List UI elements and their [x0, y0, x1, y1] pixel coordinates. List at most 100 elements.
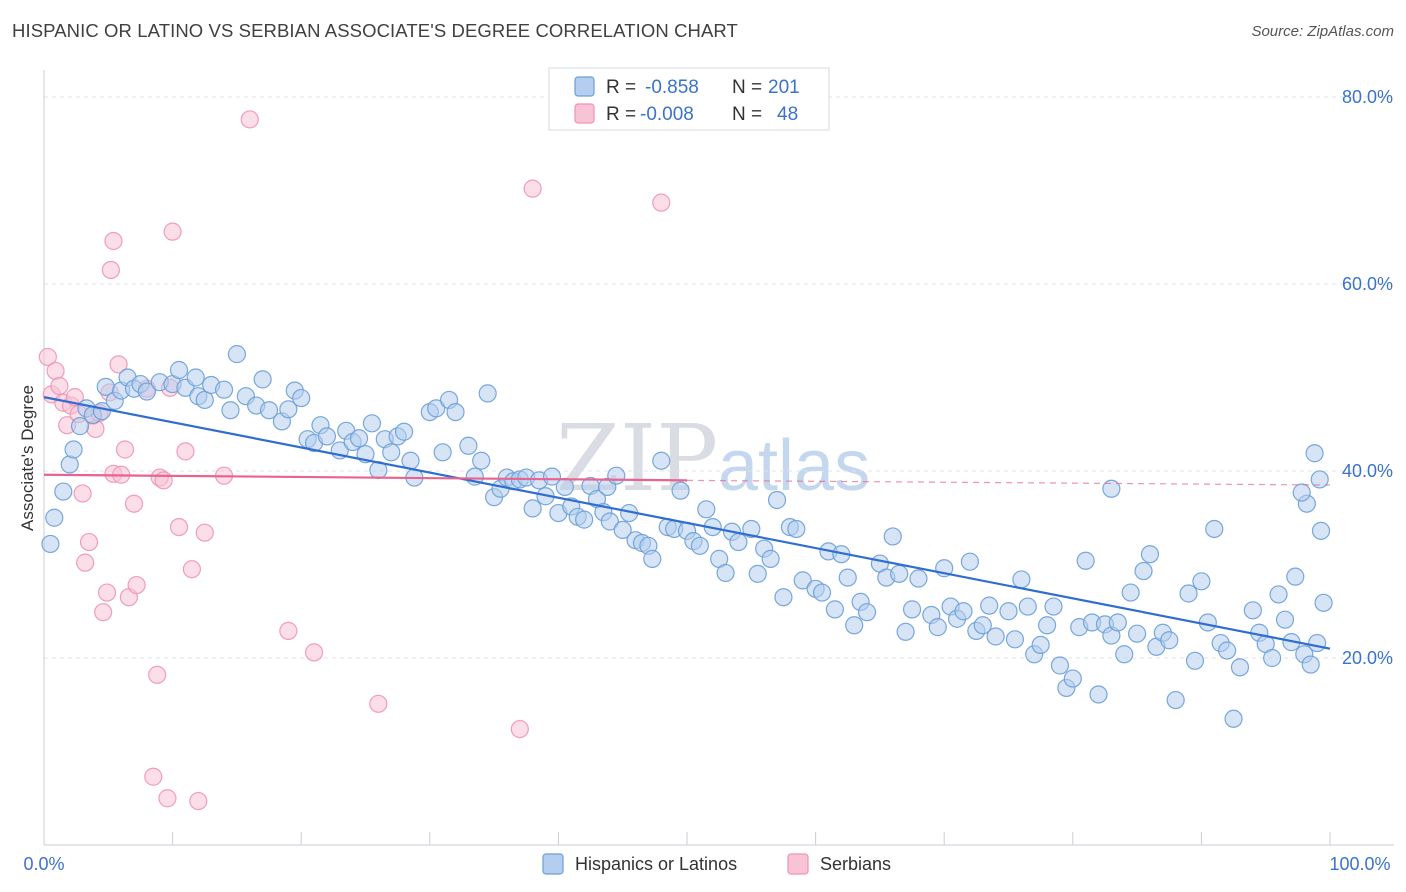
serbian-point [148, 665, 167, 684]
x-tick-label-min: 0.0% [23, 854, 64, 874]
hispanic-point [169, 360, 189, 380]
legend-top: R = -0.858 N = 201 R = -0.008 N = 48 [548, 67, 830, 131]
hispanic-point [793, 571, 812, 590]
serbian-point [240, 110, 259, 129]
hispanic-point [1108, 613, 1127, 632]
hispanic-point [960, 552, 980, 571]
hispanic-point [54, 482, 73, 501]
hispanic-point [1115, 645, 1134, 664]
y-tick-label: 80.0% [1342, 87, 1393, 107]
watermark: ZIP atlas [556, 405, 870, 512]
hispanic-point [1005, 630, 1025, 649]
hispanic-point [1031, 635, 1050, 655]
hispanic-point [478, 384, 497, 403]
serbian-point [182, 560, 201, 579]
serbian-point [94, 603, 113, 622]
hispanic-point [909, 569, 928, 588]
serbian-point [79, 532, 99, 552]
serbian-point [50, 376, 69, 396]
hispanic-point [349, 429, 369, 448]
hispanic-point [1185, 651, 1205, 670]
hispanic-point [767, 490, 787, 510]
hispanic-point [1292, 483, 1311, 502]
serbian-point [76, 553, 95, 572]
y-tick-labels: 20.0% 40.0% 60.0% 80.0% [1342, 87, 1393, 668]
hispanic-point [555, 477, 574, 496]
hispanic-point [1218, 641, 1237, 660]
hispanic-point [394, 422, 414, 441]
serbian-point [101, 260, 120, 280]
serbian-point [369, 694, 388, 713]
hispanic-point [1102, 479, 1121, 498]
legend-n-label-2: N = [732, 104, 762, 125]
legend-bottom-swatch-pink [787, 853, 809, 875]
hispanic-point [883, 527, 902, 546]
hispanic-point [446, 402, 465, 422]
hispanic-point [1018, 597, 1037, 616]
serbian-point [195, 523, 214, 542]
hispanic-point [774, 588, 793, 607]
hispanic-point [227, 345, 246, 364]
hispanic-point [902, 600, 922, 619]
hispanic-point [459, 436, 478, 455]
serbian-point [154, 471, 173, 490]
hispanic-point [1063, 669, 1082, 688]
hispanic-point [542, 467, 562, 486]
hispanic-point [838, 568, 857, 587]
legend-bottom: Hispanics or Latinos Serbians [542, 853, 891, 875]
serbian-point [104, 231, 123, 251]
legend-bottom-swatch-blue [542, 853, 564, 875]
axes [43, 70, 1394, 846]
serbian-point [115, 440, 135, 459]
hispanic-point [362, 414, 382, 433]
hispanic-point [1012, 570, 1031, 589]
hispanic-point [857, 603, 877, 622]
hispanic-point [427, 399, 446, 418]
hispanic-point [1205, 519, 1224, 539]
legend-bottom-label-serbians: Serbians [820, 854, 891, 874]
hispanic-point [382, 443, 401, 462]
hispanic-trend-line [43, 396, 1331, 650]
hispanic-point [652, 451, 671, 470]
hispanic-point [1311, 521, 1331, 540]
hispanic-point [137, 382, 156, 401]
hispanic-point [1275, 610, 1295, 629]
hispanic-point [1263, 648, 1282, 668]
source-label: Source: ZipAtlas.com [1251, 23, 1394, 40]
hispanic-point [523, 499, 542, 518]
hispanic-point [613, 520, 632, 540]
watermark-zip: ZIP [556, 405, 718, 512]
serbian-point [38, 347, 57, 367]
legend-n-label-1: N = [732, 77, 762, 98]
serbian-point [124, 494, 144, 513]
hispanic-point [279, 400, 298, 419]
hispanic-point [1089, 685, 1108, 704]
hispanic-point [1192, 572, 1211, 591]
hispanic-point [742, 519, 761, 539]
hispanic-point [643, 549, 662, 568]
hispanic-point [1230, 658, 1250, 677]
hispanic-point [1127, 624, 1147, 643]
hispanic-point [1134, 561, 1153, 581]
hispanic-point [1050, 656, 1070, 675]
hispanic-point [1140, 545, 1160, 564]
legend-r-value-2: -0.008 [640, 104, 694, 125]
hispanic-point [825, 600, 844, 619]
hispanic-point [292, 388, 311, 408]
hispanic-point [980, 596, 999, 615]
legend-n-value-1: 201 [768, 77, 800, 98]
hispanic-point [1121, 583, 1140, 602]
hispanic-point [1160, 631, 1179, 650]
hispanic-point [761, 549, 780, 568]
hispanic-point [214, 380, 234, 399]
hispanic-point [607, 466, 626, 485]
hispanic-point [1037, 616, 1057, 635]
serbian-trend-extension [686, 479, 1331, 486]
hispanic-point [60, 455, 79, 474]
hispanic-point [1286, 567, 1305, 586]
hispanic-point [70, 417, 90, 436]
hispanic-point [41, 534, 60, 554]
hispanic-point [845, 616, 864, 635]
hispanic-point [697, 500, 716, 519]
hispanic-point [1310, 470, 1329, 489]
